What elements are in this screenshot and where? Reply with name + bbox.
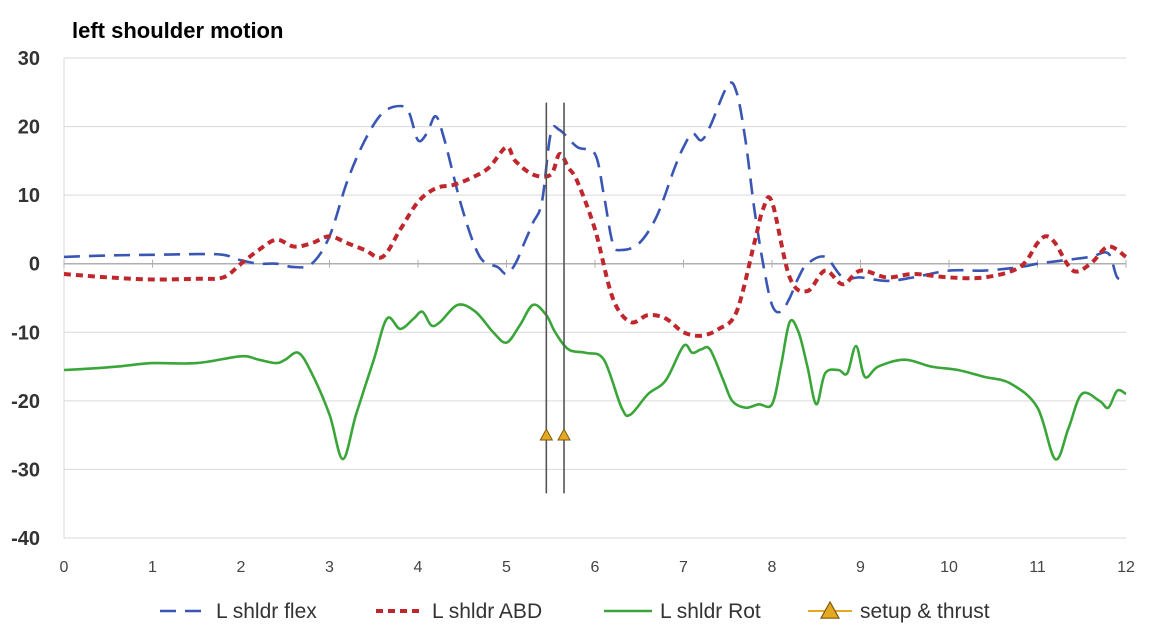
setup-thrust-marker bbox=[539, 428, 554, 441]
legend: L shldr flex L shldr ABD L shldr Rot setup … bbox=[160, 600, 990, 623]
x-tick-label: 4 bbox=[414, 559, 423, 576]
x-tick-label: 12 bbox=[1117, 559, 1135, 576]
x-tick-label: 1 bbox=[148, 559, 157, 576]
legend-label: L shldr ABD bbox=[432, 600, 542, 623]
x-tick-label: 8 bbox=[768, 559, 777, 576]
marker-group bbox=[539, 102, 571, 494]
x-tick-label: 9 bbox=[856, 559, 865, 576]
x-tick-label: 11 bbox=[1029, 559, 1046, 576]
y-tick-label: 30 bbox=[18, 48, 40, 70]
legend-item: L shldr flex bbox=[160, 600, 317, 623]
x-tick-label: 2 bbox=[237, 559, 246, 576]
x-tick-label: 7 bbox=[679, 559, 688, 576]
legend-item: L shldr ABD bbox=[376, 600, 542, 623]
y-tick-label: -20 bbox=[11, 391, 40, 413]
legend-item: setup & thrust bbox=[808, 600, 990, 623]
y-tick-label: -10 bbox=[11, 322, 40, 344]
setup-thrust-marker bbox=[557, 428, 571, 441]
x-tick-label: 0 bbox=[60, 559, 69, 576]
gridlines bbox=[64, 57, 1126, 539]
series-line-l-shldr-flex bbox=[63, 81, 1127, 314]
y-tick-label: 0 bbox=[29, 254, 40, 276]
legend-label: setup & thrust bbox=[860, 600, 990, 623]
x-tick-label: 5 bbox=[502, 559, 511, 576]
legend-label: L shldr flex bbox=[216, 600, 317, 623]
series-group bbox=[63, 81, 1128, 461]
legend-item: L shldr Rot bbox=[604, 600, 761, 623]
y-tick-label: -30 bbox=[11, 459, 40, 481]
x-tick-label: 3 bbox=[325, 559, 334, 576]
y-tick-label: -40 bbox=[11, 528, 40, 550]
series-line-l-shldr-rot bbox=[63, 303, 1127, 461]
chart-title: left shoulder motion bbox=[72, 18, 283, 43]
legend-label: L shldr Rot bbox=[660, 600, 761, 623]
legend-marker bbox=[819, 600, 841, 619]
x-tick-label: 6 bbox=[591, 559, 600, 576]
y-tick-label: 20 bbox=[18, 117, 40, 139]
series-line-l-shldr-abd bbox=[63, 145, 1128, 338]
y-tick-label: 10 bbox=[18, 185, 40, 207]
x-tick-label: 10 bbox=[940, 559, 958, 576]
